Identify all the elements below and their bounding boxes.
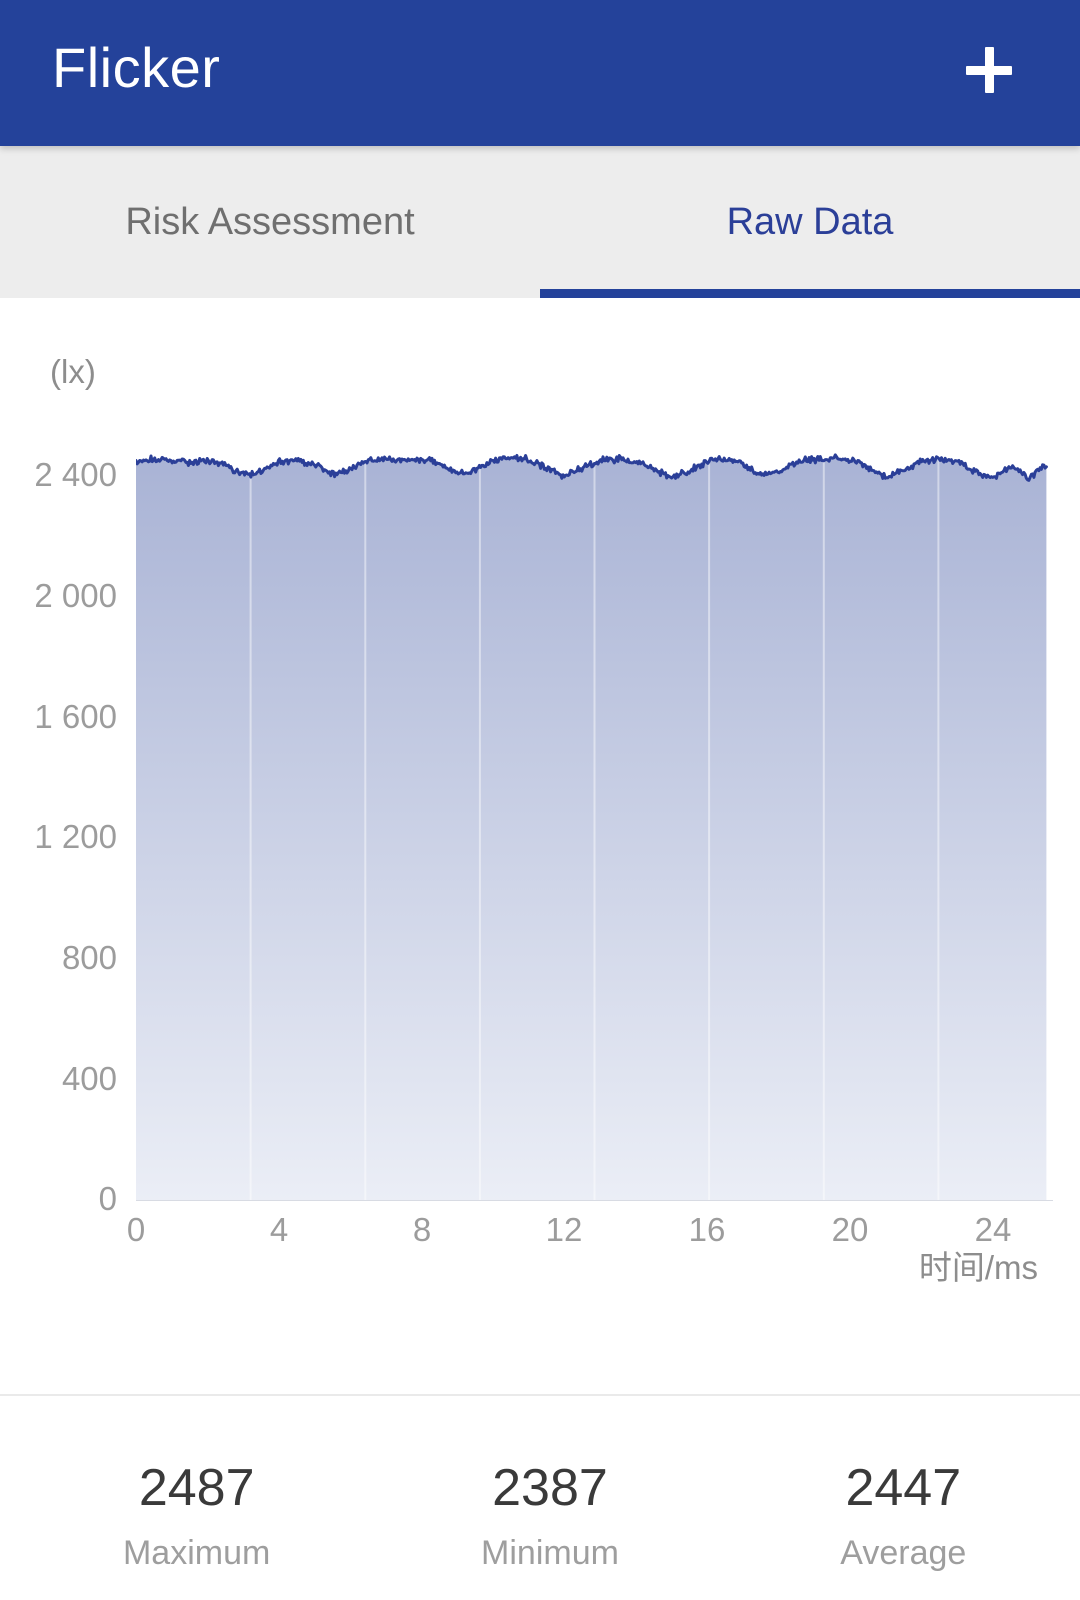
summary-divider (0, 1394, 1080, 1396)
waveform-plot (136, 445, 1053, 1201)
active-tab-indicator (540, 289, 1080, 298)
stat-minimum-label: Minimum (481, 1534, 619, 1572)
tab-bar: Risk Assessment Raw Data (0, 146, 1080, 298)
y-tick-2000: 2 000 (34, 577, 117, 614)
tab-raw-data[interactable]: Raw Data (726, 200, 894, 243)
y-tick-400: 400 (61, 1060, 117, 1097)
x-tick-8: 8 (412, 1211, 432, 1248)
stat-average-value: 2447 (845, 1459, 962, 1517)
y-axis-unit-label: (lx) (50, 353, 96, 390)
flicker-waveform-chart: (lx) 2 400 2 000 1 600 1 200 800 400 0 0… (0, 298, 1080, 1298)
y-tick-1200: 1 200 (34, 818, 117, 855)
summary-stats: 2487 Maximum 2387 Minimum 2447 Average (20, 1445, 1080, 1575)
app-header: Flicker (0, 0, 1080, 146)
tab-risk-assessment[interactable]: Risk Assessment (125, 200, 415, 243)
x-tick-20: 20 (831, 1211, 869, 1248)
y-tick-0: 0 (98, 1180, 117, 1217)
y-tick-2400: 2 400 (34, 456, 117, 493)
x-axis-unit-label: 时间/ms (918, 1249, 1038, 1286)
stat-maximum-label: Maximum (122, 1534, 271, 1572)
x-tick-16: 16 (688, 1211, 726, 1248)
stat-maximum: 2487 Maximum (20, 1445, 373, 1575)
page-title: Flicker (52, 36, 221, 99)
y-tick-1600: 1 600 (34, 698, 117, 735)
x-tick-12: 12 (545, 1211, 583, 1248)
stat-minimum-value: 2387 (492, 1459, 608, 1517)
plus-icon (966, 47, 1012, 93)
stat-minimum: 2387 Minimum (373, 1445, 726, 1575)
x-tick-4: 4 (269, 1211, 289, 1248)
x-tick-0: 0 (126, 1211, 146, 1248)
y-tick-800: 800 (61, 939, 117, 976)
add-button[interactable] (958, 39, 1020, 101)
stat-average: 2447 Average (727, 1445, 1080, 1575)
x-tick-24: 24 (974, 1211, 1012, 1248)
stat-maximum-value: 2487 (138, 1459, 255, 1517)
stat-average-label: Average (840, 1534, 967, 1572)
